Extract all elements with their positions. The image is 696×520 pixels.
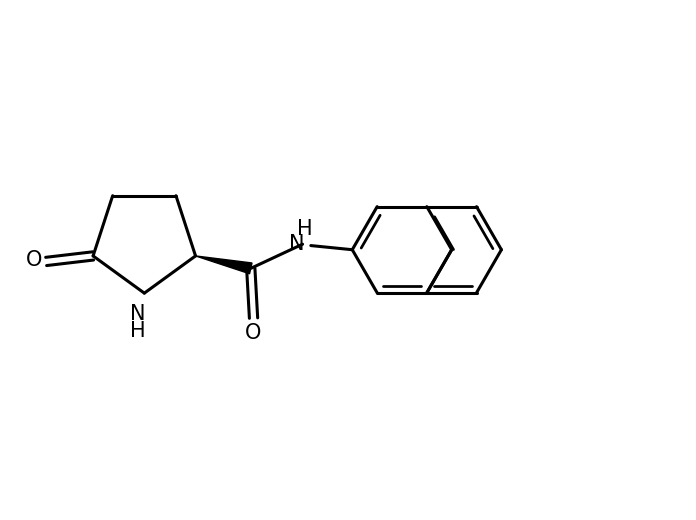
- Text: N: N: [129, 304, 145, 324]
- Text: H: H: [129, 321, 145, 341]
- Text: N: N: [290, 234, 305, 254]
- Text: H: H: [296, 219, 313, 239]
- Text: O: O: [26, 250, 42, 270]
- Text: O: O: [246, 323, 262, 343]
- Polygon shape: [196, 256, 252, 274]
